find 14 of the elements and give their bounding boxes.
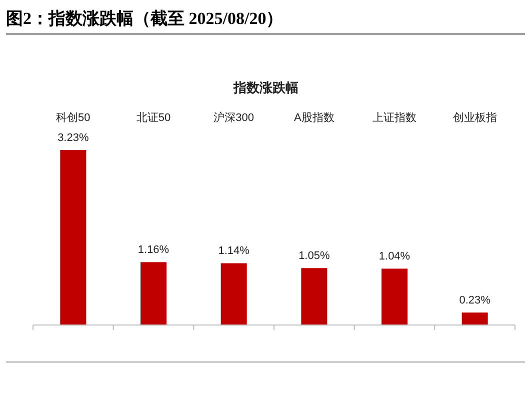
data-label: 3.23% (58, 132, 89, 144)
x-tick-label: 沪深300 (214, 111, 254, 124)
data-label: 0.23% (459, 294, 491, 307)
data-label: 1.14% (218, 245, 250, 258)
data-label: 1.05% (298, 250, 330, 262)
x-tick-label: A股指数 (294, 112, 334, 124)
x-tick-label: 科创50 (56, 112, 90, 124)
data-label: 1.04% (378, 250, 410, 263)
x-tick-label: 创业板指 (452, 111, 497, 124)
data-label: 1.16% (138, 244, 170, 256)
x-tick-label: 北证50 (136, 111, 171, 124)
x-tick-label: 上证指数 (372, 111, 416, 124)
subtitle: 指数涨跌幅 (234, 80, 298, 95)
title: 图2：指数涨跌幅（截至 2025/08/20） (6, 9, 284, 28)
